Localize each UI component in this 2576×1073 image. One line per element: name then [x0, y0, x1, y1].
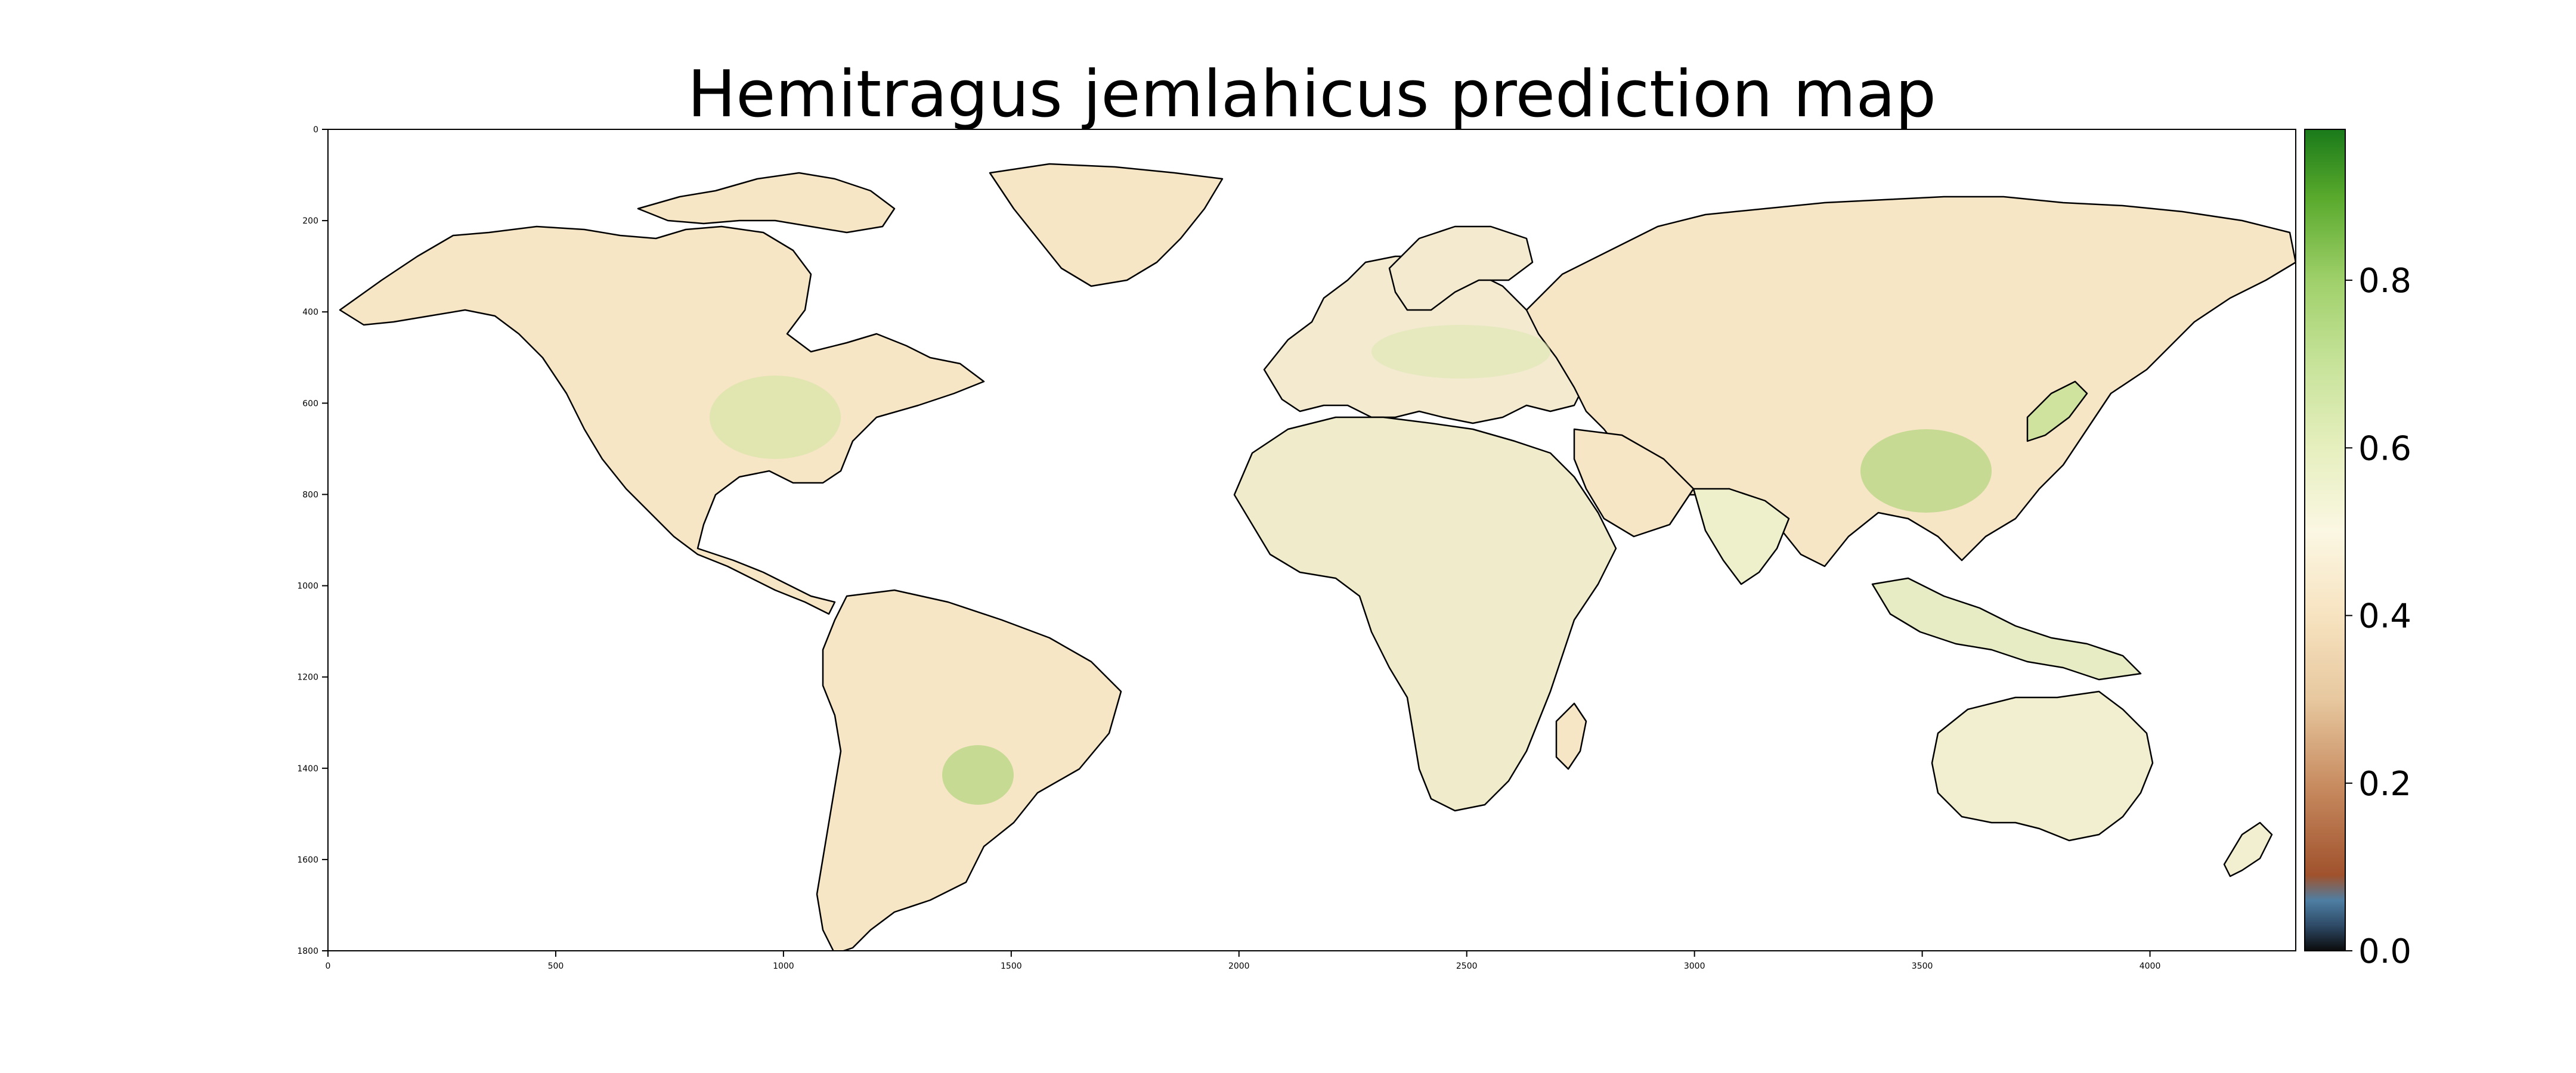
land-scandinavia: [1388, 225, 1534, 311]
x-tick-label: 3000: [1684, 962, 1705, 971]
land-arabia: [1573, 428, 1695, 538]
y-tick-label: 1000: [297, 582, 318, 591]
x-tick-label: 0: [326, 962, 331, 971]
colorbar-tick-label: 0.8: [2358, 262, 2411, 300]
x-tick-label: 3500: [1912, 962, 1933, 971]
land-new-zealand: [2223, 821, 2273, 877]
x-tick-label: 4000: [2140, 962, 2161, 971]
colorbar-tick-label: 0.2: [2358, 765, 2411, 804]
x-tick-label: 2500: [1456, 962, 1478, 971]
plot-frame: [327, 129, 2296, 951]
y-axis: 0 200 400 600 800 1000 1200 1400 1600 1800: [297, 125, 328, 956]
region-europe: [1371, 325, 1550, 379]
y-tick-label: 1200: [297, 673, 318, 683]
colorbar-ticks: 0.0 0.2 0.4 0.6 0.8: [2345, 262, 2411, 971]
y-tick-label: 600: [302, 399, 318, 408]
land-north-america: [339, 225, 985, 615]
map-title: Hemitragus jemlahicus prediction map: [688, 57, 1936, 132]
y-tick-label: 0: [313, 125, 318, 135]
map-plot: 0 500 1000 1500 2000 2500 3000 3500 4000 0 200 400…: [297, 125, 2296, 971]
land-japan: [2026, 380, 2088, 442]
land-madagascar: [1555, 702, 1587, 770]
y-tick-label: 1800: [297, 947, 318, 956]
region-east-china: [1860, 429, 1992, 513]
x-axis: 0 500 1000 1500 2000 2500 3000 3500 4000: [326, 951, 2161, 971]
region-east-north-america: [710, 376, 841, 459]
x-tick-label: 1000: [773, 962, 794, 971]
land-australia: [1931, 690, 2154, 842]
y-tick-label: 800: [302, 490, 318, 500]
y-tick-label: 1400: [297, 764, 318, 774]
land-arctic-islands: [637, 172, 896, 234]
y-tick-label: 1600: [297, 855, 318, 865]
colorbar-gradient: [2304, 129, 2346, 951]
land-greenland: [989, 163, 1224, 287]
high-prediction-regions: [710, 325, 1992, 805]
colorbar-tick-label: 0.0: [2358, 932, 2411, 971]
land-southeast-asia: [1871, 577, 2142, 681]
colorbar: 0.0 0.2 0.4 0.6 0.8: [2304, 129, 2411, 971]
land-africa: [1233, 416, 1617, 812]
colorbar-tick-label: 0.4: [2358, 597, 2411, 636]
colorbar-tick-label: 0.6: [2358, 429, 2411, 468]
land-india: [1692, 488, 1790, 585]
y-tick-label: 200: [302, 216, 318, 226]
x-tick-label: 500: [548, 962, 564, 971]
x-tick-label: 1500: [1001, 962, 1022, 971]
x-tick-label: 2000: [1228, 962, 1250, 971]
region-southeast-south-america: [942, 745, 1014, 805]
y-tick-label: 400: [302, 308, 318, 317]
